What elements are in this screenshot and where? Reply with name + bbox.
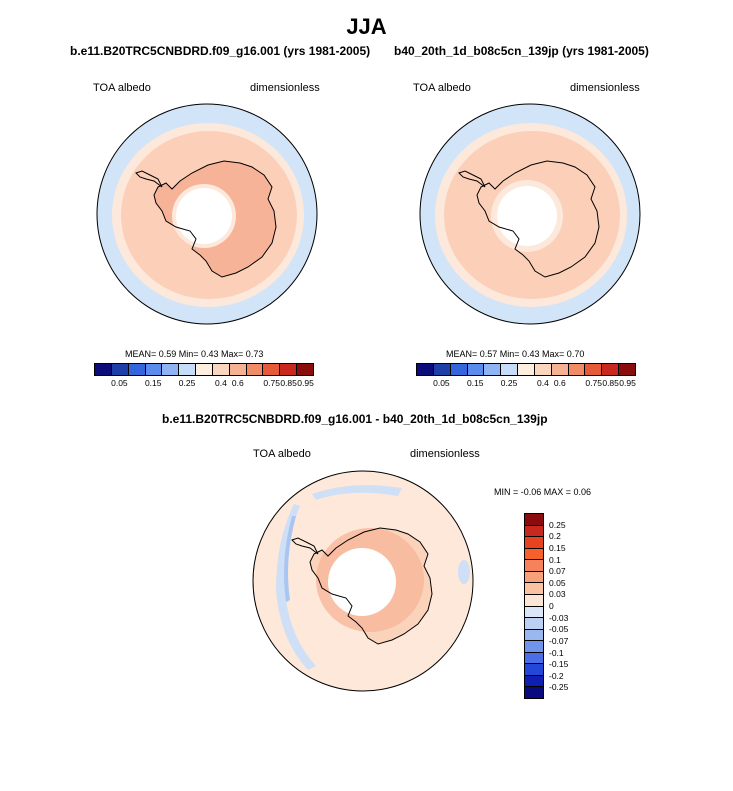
- colorbar-tick-label: 0.95: [297, 378, 314, 388]
- colorbar-swatch: [196, 364, 213, 375]
- colorbar-tick-label: 0.25: [549, 519, 566, 530]
- colorbar-swatch: [467, 364, 485, 375]
- colorbar-swatch: [525, 618, 543, 630]
- colorbar-tick-label: 0.15: [466, 378, 484, 388]
- colorbar-swatch: [179, 364, 197, 375]
- panel-1-variable-label: TOA albedo: [93, 82, 151, 94]
- colorbar-swatch: [525, 560, 543, 572]
- panel-3-colorbar: 0.25 0.2 0.15 0.1 0.07 0.05 0.03 0 -0.03 -0.05 -0.…: [524, 513, 568, 699]
- colorbar-swatch: [525, 606, 543, 619]
- colorbar-swatch: [297, 364, 313, 375]
- panel-1-stats: MEAN= 0.59 Min= 0.43 Max= 0.73: [125, 349, 264, 359]
- colorbar-tick-label: -0.25: [549, 682, 569, 693]
- panel-1-title: b.e11.B20TRC5CNBDRD.f09_g16.001 (yrs 198…: [70, 44, 371, 58]
- colorbar-swatch: [229, 364, 247, 375]
- colorbar-tick-label: 0.1: [549, 554, 561, 565]
- panel-3-map: [252, 470, 474, 692]
- colorbar-tick-label: 0.25: [500, 378, 518, 388]
- panel-2-stats: MEAN= 0.57 Min= 0.43 Max= 0.70: [446, 349, 585, 359]
- panel-3-stats: MIN = -0.06 MAX = 0.06: [494, 487, 592, 497]
- colorbar-swatch: [585, 364, 603, 375]
- panel-3-title: b.e11.B20TRC5CNBDRD.f09_g16.001 - b40_20…: [162, 412, 548, 426]
- colorbar-tick-label: -0.2: [549, 670, 564, 681]
- colorbar-tick-label: 0.75: [585, 378, 602, 388]
- colorbar-tick-label: 0.03: [549, 589, 566, 600]
- colorbar-tick-label: 0.05: [549, 577, 566, 588]
- colorbar-swatch: [518, 364, 535, 375]
- colorbar-swatch: [525, 687, 543, 698]
- colorbar-tick-label: 0.25: [178, 378, 196, 388]
- colorbar-swatch: [525, 571, 543, 584]
- colorbar-swatch: [145, 364, 163, 375]
- colorbar-tick-label: -0.1: [549, 647, 564, 658]
- colorbar-swatch: [111, 364, 129, 375]
- colorbar-tick-label: 0.95: [619, 378, 636, 388]
- colorbar-swatch: [525, 664, 543, 676]
- panel-3-variable-label: TOA albedo: [253, 448, 311, 460]
- colorbar-tick-label: 0.2: [549, 531, 561, 542]
- panel-1-map: [96, 103, 318, 325]
- colorbar-swatch: [525, 675, 543, 688]
- colorbar-swatch: [95, 364, 112, 375]
- panel-2-colorbar: 0.05 0.15 0.25 0.4 0.6 0.75 0.85 0.95: [416, 363, 636, 388]
- colorbar-tick-label: 0.6: [231, 378, 244, 388]
- colorbar-tick-label: -0.15: [549, 659, 569, 670]
- colorbar-tick-label: 0: [549, 601, 554, 611]
- panel-2-variable-label: TOA albedo: [413, 82, 471, 94]
- colorbar-swatch: [534, 364, 552, 375]
- colorbar-swatch: [525, 548, 543, 561]
- colorbar-tick-label: 0.4: [537, 378, 549, 388]
- colorbar-swatch: [525, 652, 543, 665]
- colorbar-tick-label: 0.15: [549, 542, 566, 553]
- panel-3-units-label: dimensionless: [410, 448, 480, 460]
- colorbar-tick-label: 0.15: [144, 378, 162, 388]
- colorbar-tick-label: 0.4: [215, 378, 227, 388]
- colorbar-tick-label: 0.07: [549, 566, 566, 577]
- colorbar-swatch: [246, 364, 264, 375]
- colorbar-swatch: [525, 583, 543, 595]
- colorbar-swatch: [450, 364, 468, 375]
- colorbar-swatch: [128, 364, 146, 375]
- colorbar-tick-label: 0.05: [111, 378, 128, 388]
- colorbar-swatch: [162, 364, 180, 375]
- colorbar-swatch: [525, 537, 543, 549]
- colorbar-tick-label: 0.85: [602, 378, 619, 388]
- colorbar-swatch: [602, 364, 620, 375]
- colorbar-swatch: [501, 364, 519, 375]
- colorbar-swatch: [417, 364, 434, 375]
- colorbar-tick-label: 0.85: [280, 378, 297, 388]
- colorbar-tick-label: -0.05: [549, 624, 569, 635]
- colorbar-swatch: [525, 525, 543, 538]
- colorbar-swatch: [525, 514, 543, 526]
- colorbar-swatch: [433, 364, 451, 375]
- colorbar-swatch: [212, 364, 230, 375]
- main-title: JJA: [346, 14, 387, 39]
- colorbar-swatch: [280, 364, 298, 375]
- panel-2-title: b40_20th_1d_b08c5cn_139jp (yrs 1981-2005…: [394, 44, 649, 58]
- panel-1-units-label: dimensionless: [250, 82, 320, 94]
- colorbar-swatch: [568, 364, 586, 375]
- colorbar-tick-label: 0.75: [263, 378, 280, 388]
- colorbar-tick-label: 0.05: [433, 378, 450, 388]
- colorbar-tick-label: -0.03: [549, 612, 569, 623]
- colorbar-swatch: [619, 364, 635, 375]
- colorbar-tick-label: -0.07: [549, 635, 569, 646]
- colorbar-swatch: [484, 364, 502, 375]
- panel-1-colorbar: 0.05 0.15 0.25 0.4 0.6 0.75 0.85 0.95: [94, 363, 314, 388]
- colorbar-swatch: [525, 641, 543, 653]
- colorbar-tick-label: 0.6: [553, 378, 566, 388]
- colorbar-swatch: [551, 364, 569, 375]
- colorbar-swatch: [525, 629, 543, 642]
- colorbar-swatch: [263, 364, 281, 375]
- panel-2-map: [419, 103, 641, 325]
- colorbar-swatch: [525, 594, 543, 607]
- panel-2-units-label: dimensionless: [570, 82, 640, 94]
